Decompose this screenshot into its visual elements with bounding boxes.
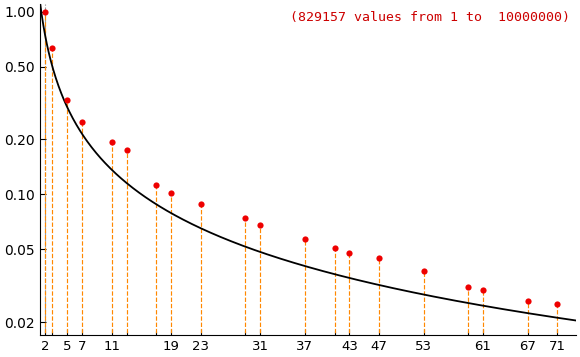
Point (78, 120, 87, 125)
Point (41, 9, 50, 15)
Point (463, 285, 473, 290)
Text: (829157 values from 1 to  10000000): (829157 values from 1 to 10000000) (291, 11, 571, 24)
Point (523, 298, 532, 304)
Point (241, 215, 250, 221)
Point (345, 250, 354, 256)
Point (256, 222, 265, 228)
Point (478, 287, 488, 293)
Point (553, 302, 562, 307)
Point (300, 236, 310, 242)
Point (107, 139, 117, 145)
Point (166, 190, 176, 196)
Point (375, 255, 384, 261)
Point (330, 245, 339, 251)
Point (122, 147, 131, 153)
Point (419, 268, 428, 274)
Point (63, 97, 72, 102)
Point (196, 201, 205, 206)
Point (152, 182, 161, 187)
Point (48, 45, 57, 50)
